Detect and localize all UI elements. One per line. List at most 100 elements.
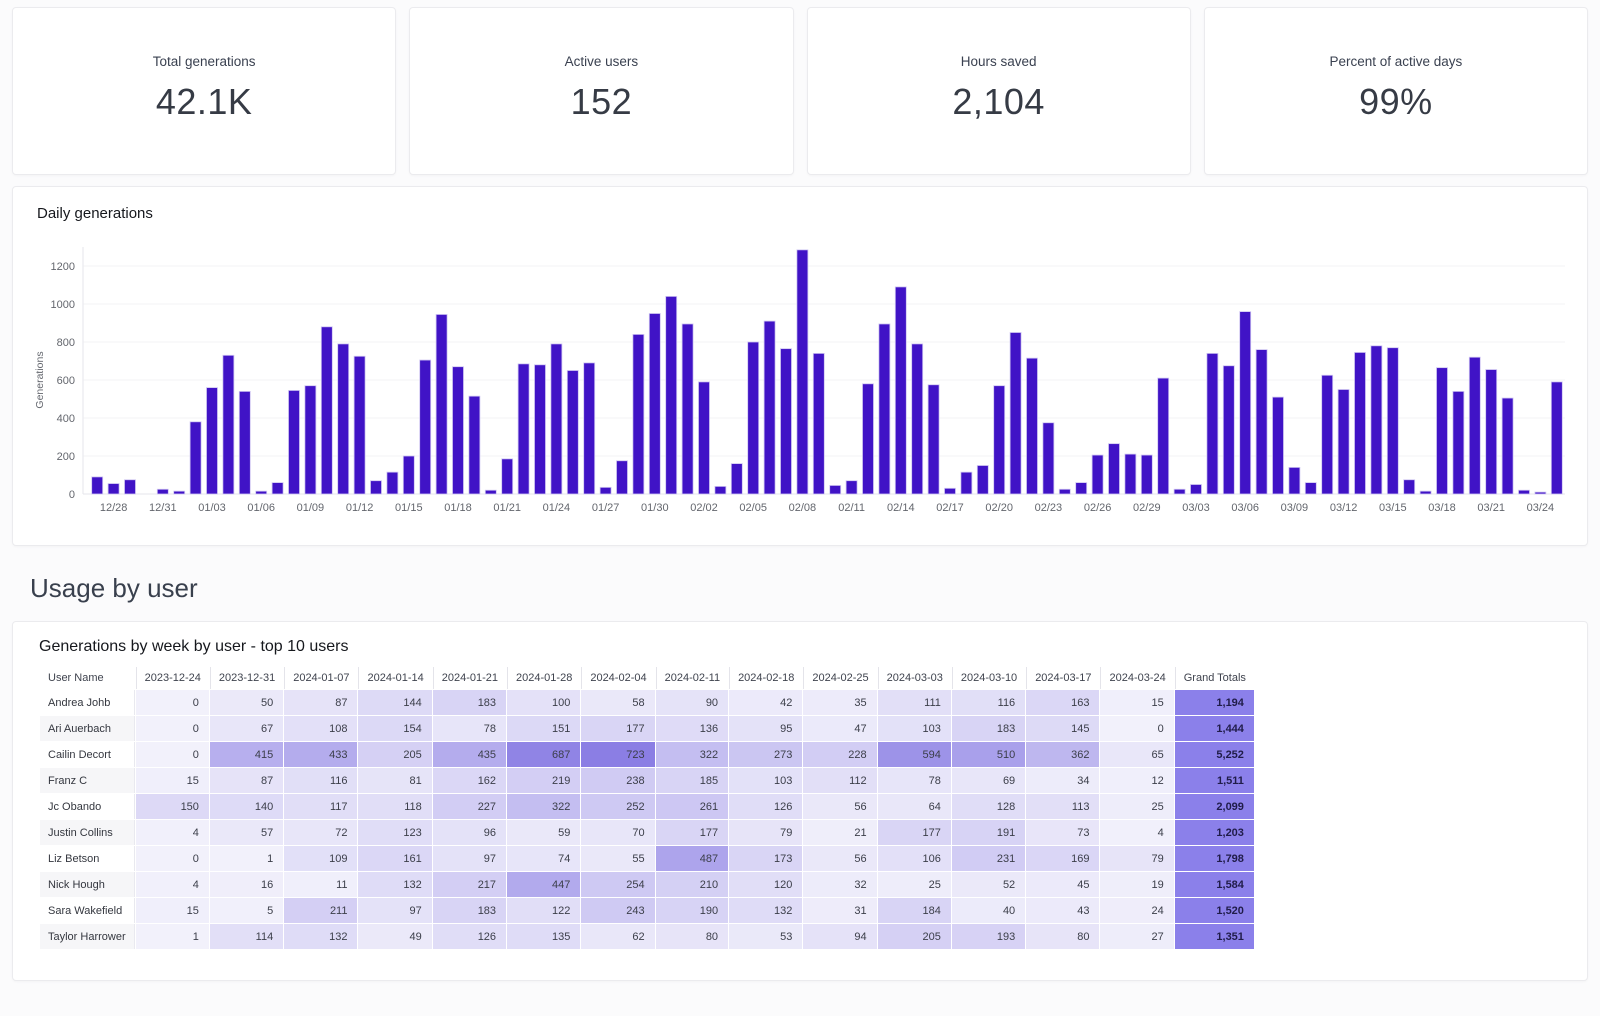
bar[interactable] xyxy=(862,383,874,495)
bar[interactable] xyxy=(189,421,202,495)
bar[interactable] xyxy=(878,323,891,495)
bar[interactable] xyxy=(1272,396,1284,495)
value-cell: 183 xyxy=(432,898,507,923)
value-cell: 42 xyxy=(729,690,803,715)
bar[interactable] xyxy=(976,465,989,495)
bar[interactable] xyxy=(1304,482,1317,495)
bar[interactable] xyxy=(648,313,661,495)
bar[interactable] xyxy=(1140,454,1153,495)
bar[interactable] xyxy=(1550,381,1563,495)
bar[interactable] xyxy=(1419,490,1432,495)
bar[interactable] xyxy=(747,341,760,495)
bar[interactable] xyxy=(1190,484,1202,495)
bar[interactable] xyxy=(1173,488,1186,495)
bar[interactable] xyxy=(550,343,563,495)
bar[interactable] xyxy=(255,490,268,495)
value-cell: 117 xyxy=(284,794,358,819)
bar[interactable] xyxy=(730,463,743,495)
bar[interactable] xyxy=(1239,311,1252,495)
bar[interactable] xyxy=(1354,352,1366,495)
bar[interactable] xyxy=(517,363,530,495)
bar[interactable] xyxy=(829,485,842,495)
bar[interactable] xyxy=(156,488,169,495)
bar[interactable] xyxy=(1206,353,1219,495)
bar[interactable] xyxy=(632,334,645,495)
bar[interactable] xyxy=(894,286,907,495)
bar[interactable] xyxy=(780,348,792,495)
bar[interactable] xyxy=(1026,357,1038,495)
bar[interactable] xyxy=(960,471,973,495)
bar[interactable] xyxy=(1386,347,1399,495)
bar[interactable] xyxy=(599,486,612,495)
value-cell: 362 xyxy=(1026,742,1100,767)
bar[interactable] xyxy=(435,314,448,495)
bar[interactable] xyxy=(1288,466,1301,495)
bar[interactable] xyxy=(337,343,350,495)
value-cell: 96 xyxy=(432,820,507,845)
bar[interactable] xyxy=(238,390,251,495)
bar[interactable] xyxy=(304,385,317,495)
bar[interactable] xyxy=(698,381,710,495)
user-name-cell: Andrea Johb xyxy=(40,690,135,715)
column-header-week: 2024-02-11 xyxy=(655,667,728,689)
bar[interactable] xyxy=(714,485,727,495)
bar[interactable] xyxy=(107,483,120,495)
bar[interactable] xyxy=(288,390,300,495)
bar[interactable] xyxy=(1157,377,1170,495)
bar[interactable] xyxy=(1075,482,1088,495)
bar[interactable] xyxy=(452,366,464,495)
bar[interactable] xyxy=(944,487,956,495)
bar[interactable] xyxy=(993,385,1006,495)
bar[interactable] xyxy=(1403,479,1416,495)
bar[interactable] xyxy=(271,482,284,495)
bar[interactable] xyxy=(616,460,628,495)
bar[interactable] xyxy=(1058,488,1071,495)
x-tick-label: 01/06 xyxy=(247,502,275,514)
bar[interactable] xyxy=(927,384,940,495)
bar[interactable] xyxy=(1485,369,1498,495)
bar[interactable] xyxy=(1337,389,1350,495)
bar[interactable] xyxy=(353,355,366,495)
bar[interactable] xyxy=(1009,332,1022,495)
bar[interactable] xyxy=(1370,345,1383,495)
bar[interactable] xyxy=(1042,422,1055,495)
bar[interactable] xyxy=(1518,489,1530,495)
bar[interactable] xyxy=(812,353,825,495)
bar[interactable] xyxy=(534,364,546,495)
bar[interactable] xyxy=(501,458,514,495)
bar[interactable] xyxy=(1222,365,1235,495)
bar[interactable] xyxy=(911,343,924,495)
bar[interactable] xyxy=(1452,390,1465,495)
bar[interactable] xyxy=(1124,453,1137,495)
bar[interactable] xyxy=(222,354,235,495)
bar[interactable] xyxy=(1501,397,1514,495)
bar[interactable] xyxy=(320,326,333,495)
bar[interactable] xyxy=(206,387,218,495)
bar[interactable] xyxy=(566,370,579,495)
bar[interactable] xyxy=(370,480,382,495)
bar[interactable] xyxy=(583,362,596,495)
bar[interactable] xyxy=(665,296,678,495)
bar[interactable] xyxy=(1091,454,1104,495)
bar[interactable] xyxy=(1468,356,1481,495)
bar[interactable] xyxy=(1108,443,1120,495)
bar[interactable] xyxy=(1436,367,1448,495)
value-cell: 205 xyxy=(877,924,951,949)
value-cell: 72 xyxy=(284,820,358,845)
bar[interactable] xyxy=(796,249,809,495)
bar[interactable] xyxy=(91,476,104,495)
bar[interactable] xyxy=(1321,374,1334,495)
bar[interactable] xyxy=(173,490,186,495)
bar[interactable] xyxy=(1255,349,1268,495)
bar[interactable] xyxy=(386,471,399,495)
bar[interactable] xyxy=(681,323,694,495)
bar[interactable] xyxy=(402,455,415,495)
bar[interactable] xyxy=(468,395,481,495)
bar[interactable] xyxy=(1534,491,1547,495)
bar[interactable] xyxy=(845,480,858,495)
bar[interactable] xyxy=(124,479,136,495)
table-row: Nick Hough 4 16 11 132 217 447 254 210 120 32 25 52 4… xyxy=(40,872,1254,897)
bar[interactable] xyxy=(484,489,497,495)
bar[interactable] xyxy=(419,359,432,495)
bar[interactable] xyxy=(763,320,776,495)
